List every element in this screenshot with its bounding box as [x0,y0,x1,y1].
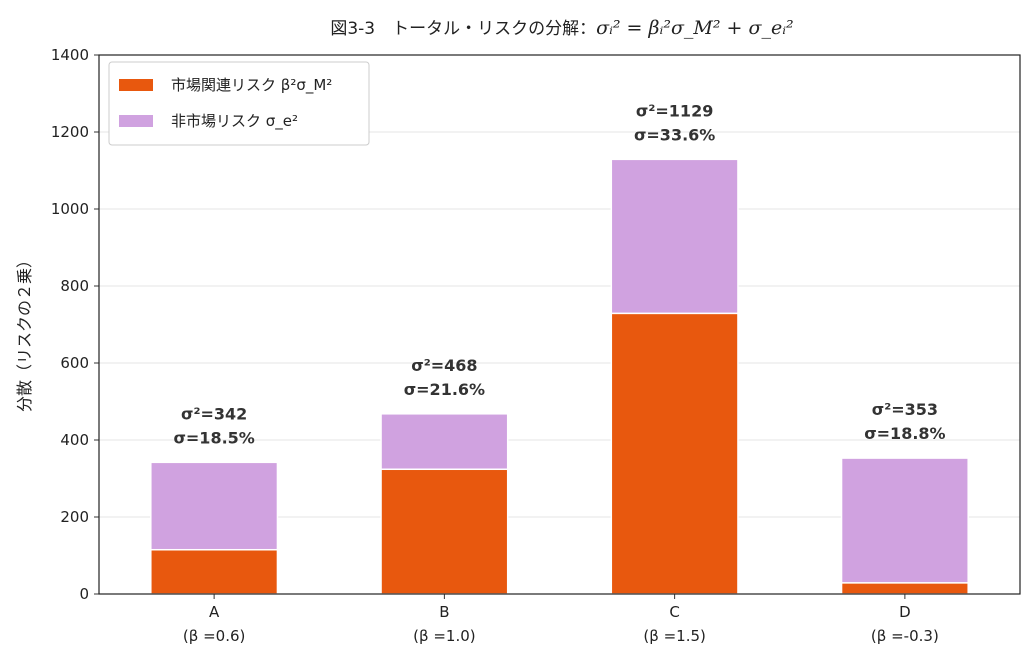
bar-nonmarket-risk-c [610,158,739,315]
x-tick-sublabel: (β =0.6) [183,627,245,645]
y-tick-label: 0 [79,585,89,603]
x-tick-label: B [439,603,449,621]
y-tick-label: 800 [60,277,89,295]
bar-annotation-variance: σ²=353 [872,400,938,419]
bars [150,158,969,595]
bar-market-risk-b [380,468,509,595]
legend-swatch-market-risk [119,79,153,91]
x-tick-label: D [899,603,911,621]
chart-title: 図3-3 トータル・リスクの分解：σᵢ² = βᵢ²σ_M² + σ_eᵢ² [330,17,793,39]
legend-frame [108,61,370,146]
bar-annotation-variance: σ²=468 [411,356,477,375]
x-tick-sublabel: (β =-0.3) [871,627,939,645]
plot-frame [98,54,1021,595]
x-tick-sublabel: (β =1.0) [413,627,475,645]
y-tick-label: 1200 [51,123,89,141]
y-tick-label: 400 [60,431,89,449]
x-tick-label: A [209,603,220,621]
legend-swatch-nonmarket-risk [119,115,153,127]
y-tick-label: 1400 [51,46,89,64]
bar-annotation-sd: σ=18.5% [173,428,254,447]
bar-annotation-sd: σ=33.6% [634,125,715,144]
y-tick-label: 200 [60,508,89,526]
bar-annotation-variance: σ²=342 [181,404,247,423]
y-tick-label: 600 [60,354,89,372]
x-tick-label: C [669,603,679,621]
legend: 市場関連リスク β²σ_M² 非市場リスク σ_e² [108,61,370,146]
bar-nonmarket-risk-d [840,457,969,584]
bar-market-risk-d [840,582,969,595]
legend-label-market-risk: 市場関連リスク β²σ_M² [171,76,332,95]
bar-nonmarket-risk-a [150,461,279,551]
bar-annotations: σ²=342 σ=18.5% σ²=468 σ=21.6% σ²=1129 σ=33.6%… [173,101,945,447]
y-tick-label: 1000 [51,200,89,218]
bar-market-risk-a [150,548,279,595]
chart-title-prefix: 図3-3 トータル・リスクの分解： [330,19,596,39]
bar-annotation-sd: σ=21.6% [404,380,485,399]
axes: 0 200 400 600 800 1000 1200 1400 A (β =0.6) B (β =1… [51,46,1021,645]
x-tick-sublabel: (β =1.5) [643,627,705,645]
bar-nonmarket-risk-b [380,413,509,471]
bar-market-risk-c [610,312,739,595]
bar-annotation-variance: σ²=1129 [636,101,713,120]
bar-annotation-sd: σ=18.8% [864,424,945,443]
y-axis-label: 分散（リスクの２乗） [15,252,34,412]
chart-title-formula: σᵢ² = βᵢ²σ_M² + σ_eᵢ² [596,17,794,39]
legend-label-nonmarket-risk: 非市場リスク σ_e² [171,112,298,131]
